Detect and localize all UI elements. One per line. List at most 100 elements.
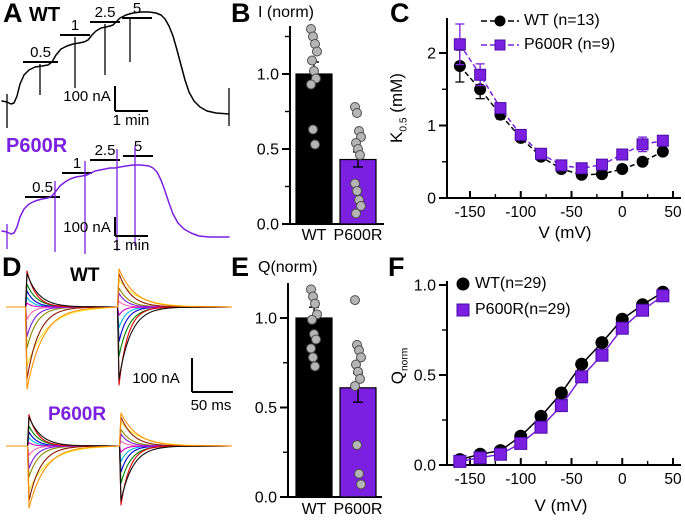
panel-d-current-scale-label: 100 nA [132,370,180,387]
scatter-point [310,298,320,309]
panel-f-legend-p600r-text: P600R(n=29) [475,301,571,318]
concentration-label: 2.5 [95,4,116,21]
gating-current-trace [6,270,233,386]
data-point-circle [636,155,649,168]
scatter-point [350,381,360,392]
current-trace [1,164,230,238]
scatter-point [356,479,366,490]
panel-b-category-wt: WT [301,227,327,244]
data-point-square [636,138,649,151]
y-tick-label: 2 [427,46,436,63]
y-tick-label: 1.0 [255,311,277,328]
x-tick-label: 0 [618,471,627,488]
data-point-square [453,38,466,51]
panel-d-p600r-label: P600R [48,404,107,425]
concentration-label: 1 [71,17,79,34]
data-point-square [534,420,548,434]
data-point-square [494,102,507,115]
gating-current-trace [6,416,233,502]
panel-a-p600r-label: P600R [6,135,68,157]
x-tick-label: 50 [664,204,682,221]
scatter-point [356,201,366,211]
panel-d-time-scale-label: 50 ms [190,397,232,414]
panel-c-ylabel-unit: (mM) [387,73,407,113]
panel-e-axis-title: Q(norm) [258,259,318,276]
data-point-circle [554,386,568,400]
panel-e-letter: E [231,252,250,282]
concentration-label: 5 [134,138,142,155]
wt-circle-legend-glyph [481,15,519,27]
panel-b-category-p600r: P600R [333,227,383,244]
panel-f-letter: F [388,252,405,282]
panel-f-legend-p600r: P600R(n=29) [455,302,571,318]
panel-a-wt-time-scale-label: 1 min [112,112,150,129]
panel-c-legend-wt-text: WT (n=13) [524,12,600,29]
data-point-circle [595,168,608,181]
data-point-square [656,134,669,147]
panel-f-legend-wt-text: WT(n=29) [475,275,547,292]
series-line [459,65,664,176]
panel-b-axis-title: I (norm) [258,4,314,21]
data-point-square [473,451,487,465]
data-point-square [554,399,568,413]
panel-f-y-axis-title: Qnorm [388,347,411,385]
p600r-square-legend-glyph [456,303,470,317]
panel-b-letter: B [231,0,251,28]
x-tick-label: 50 [664,471,682,488]
panel-c-ylabel-sub: 0.5 [398,117,410,132]
panel-c-ylabel-main: K [387,131,407,143]
series-line [459,295,664,463]
panel-f-ylabel-sub: norm [399,347,411,371]
y-tick-label: 0.0 [414,458,436,475]
gating-current-trace [6,273,233,380]
data-point-square [615,321,629,335]
data-point-square [453,454,467,468]
x-tick-label: -50 [560,471,583,488]
current-trace [1,11,230,115]
panel-f-ylabel-main: Q [388,370,408,385]
data-point-circle [453,60,466,73]
y-tick-label: 1 [427,118,436,135]
x-tick-label: -150 [454,204,485,221]
concentration-label: 2.5 [95,142,116,159]
gating-current-trace [6,412,233,509]
y-tick-label: 0.5 [255,400,277,417]
series-line [459,43,663,170]
y-tick-label: 0 [427,191,436,208]
gating-current-trace [6,273,233,380]
data-point-square [595,348,609,362]
y-tick-label: 0.0 [257,217,279,234]
scatter-point [311,334,321,345]
gating-current-trace [6,440,233,456]
data-point-square [514,436,528,450]
data-point-square [595,158,608,171]
x-tick-label: -100 [505,471,536,488]
x-tick-label: -50 [560,204,583,221]
scatter-point [352,440,362,451]
data-point-circle [616,163,629,175]
panel-c-legend-wt: WT (n=13) [480,13,600,29]
gating-current-trace [6,302,233,316]
panel-a-wt-current-scale-label: 100 nA [63,88,111,105]
data-point-circle [595,336,609,350]
gating-current-trace [6,416,233,502]
data-point-square [616,148,629,161]
concentration-label: 0.5 [32,179,53,196]
panel-c-x-axis-title: V (mV) [538,223,592,242]
scatter-point [308,124,318,135]
scatter-point [310,139,320,150]
scatter-point [308,352,318,363]
concentration-label: 0.5 [30,44,51,61]
scatter-point [306,79,316,90]
panel-d-letter: D [2,252,22,282]
panel-c-legend-p600r: P600R (n=9) [480,37,615,53]
p600r-square-legend-glyph [481,39,519,51]
panel-a-p600r-current-scale-label: 100 nA [63,219,111,236]
y-tick-label: 0.0 [255,490,277,507]
panel-a-letter: A [3,0,23,28]
scatter-point [310,361,320,372]
y-tick-label: 0.5 [257,142,279,159]
panel-a-wt-label: WT [29,4,61,26]
